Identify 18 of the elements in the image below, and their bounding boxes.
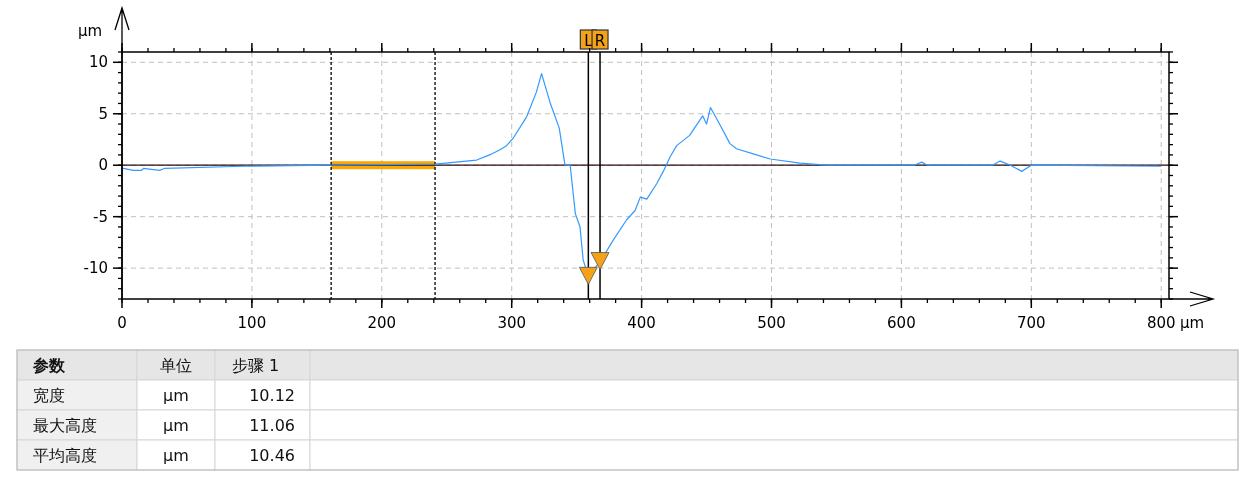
y-tick-label: -10 <box>83 259 108 278</box>
table: 参数 单位 步骤 1 宽度 μm 10.12 最大高度 μm 11.06 平均高度 μm 10.46 <box>16 349 1239 471</box>
y-tick-label: -5 <box>93 207 108 226</box>
y-axis-title: μm <box>77 22 103 40</box>
x-tick-label: 300 <box>497 314 527 332</box>
x-tick-label: 700 <box>1016 314 1046 332</box>
y-tick-label: 10 <box>88 53 108 72</box>
x-tick-label: 500 <box>757 314 786 332</box>
ref-line-label: R <box>594 32 606 50</box>
x-axis-title: μm <box>1180 314 1205 332</box>
x-tick-label: 400 <box>627 314 656 332</box>
x-tick-label: 800 <box>1146 314 1176 332</box>
x-tick-label: 600 <box>887 314 916 332</box>
x-tick-label: 200 <box>367 314 397 332</box>
y-tick-label: 0 <box>98 156 108 175</box>
x-tick-label: 0 <box>117 314 127 332</box>
y-tick-label: 5 <box>98 104 108 123</box>
x-tick-label: 100 <box>237 314 267 332</box>
